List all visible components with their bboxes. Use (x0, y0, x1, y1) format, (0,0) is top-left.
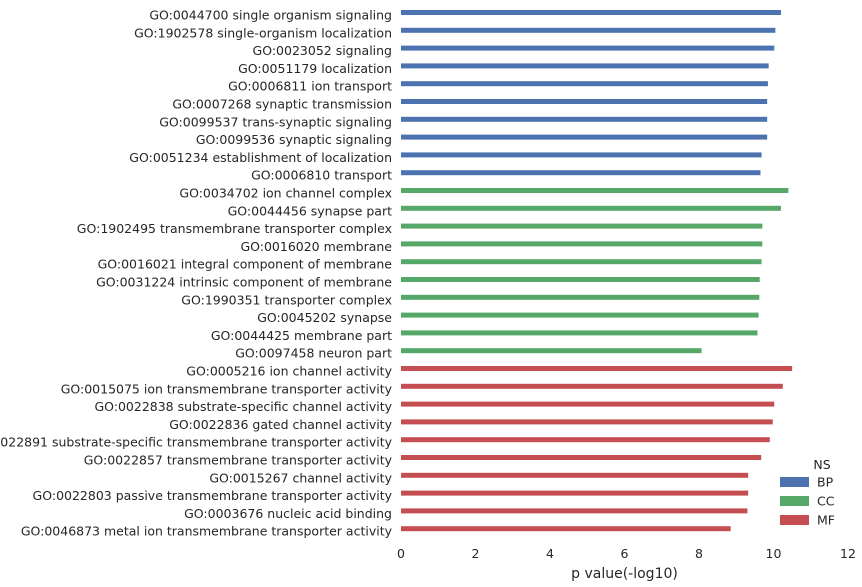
x-tick-label: 4 (546, 546, 554, 561)
legend-label-mf: MF (817, 513, 835, 528)
bar-mf-26 (401, 472, 749, 478)
x-tick-label: 10 (766, 546, 782, 561)
y-tick-label: GO:0097458 neuron part (235, 346, 392, 361)
bar-cc-14 (401, 259, 762, 265)
y-tick-label: GO:0051234 establishment of localization (129, 150, 392, 165)
y-tick-label: GO:0051179 localization (238, 61, 392, 76)
bar-mf-24 (401, 437, 770, 443)
y-tick-label: GO:0044456 synapse part (228, 203, 392, 218)
bar-bp-9 (401, 170, 761, 176)
bar-cc-11 (401, 205, 781, 211)
y-tick-label: GO:0031224 intrinsic component of membra… (96, 275, 392, 290)
bar-mf-28 (401, 508, 748, 514)
bar-cc-13 (401, 241, 763, 247)
bar-bp-7 (401, 134, 768, 140)
bar-mf-27 (401, 490, 749, 496)
x-tick-label: 2 (472, 546, 480, 561)
bar-cc-18 (401, 330, 758, 336)
x-tick-label: 8 (695, 546, 703, 561)
y-tick-labels: GO:0044700 single organism signaling GO:1… (0, 8, 393, 539)
y-tick-label: GO:0044425 membrane part (211, 328, 392, 343)
x-tick-label: 12 (840, 546, 856, 561)
y-tick-label: GO:0003676 nucleic acid binding (184, 506, 392, 521)
bar-mf-23 (401, 419, 773, 425)
bar-bp-8 (401, 152, 762, 158)
bar-mf-25 (401, 455, 762, 460)
x-axis-label: p value(-log10) (571, 566, 678, 582)
bar-cc-16 (401, 294, 760, 300)
y-tick-label: GO:0046873 metal ion transmembrane trans… (21, 524, 393, 539)
bar-cc-15 (401, 277, 760, 282)
y-tick-label: GO:0023052 signaling (253, 43, 392, 58)
legend-swatch-mf (780, 515, 809, 525)
y-tick-label: GO:0099536 synaptic signaling (196, 132, 392, 147)
y-tick-label: GO:0016020 membrane (240, 239, 392, 254)
y-tick-label: GO:0016021 integral component of membran… (98, 257, 393, 272)
y-tick-label: GO:0022803 passive transmembrane transpo… (33, 488, 393, 503)
y-tick-label: GO:0007268 synaptic transmission (172, 97, 392, 112)
x-tick-labels: 0 2 4 6 8 10 12 (397, 546, 856, 561)
bar-bp-4 (401, 81, 768, 87)
y-tick-label: GO:0005216 ion channel activity (186, 364, 392, 379)
bar-bp-1 (401, 27, 776, 33)
bar-bp-2 (401, 45, 775, 51)
legend-swatch-bp (780, 477, 809, 487)
y-tick-label: GO:0099537 trans-synaptic signaling (159, 114, 392, 129)
y-tick-label: GO:0006811 ion transport (228, 79, 392, 94)
y-tick-label: GO:0015267 channel activity (209, 470, 392, 485)
y-tick-label: GO:0034702 ion channel complex (179, 186, 392, 201)
y-tick-label: GO:0044700 single organism signaling (149, 8, 392, 23)
bar-cc-17 (401, 312, 759, 318)
y-tick-label: GO:0045202 synapse (257, 310, 392, 325)
y-tick-label: GO:1990351 transporter complex (181, 292, 392, 307)
y-tick-label: GO:0022836 gated channel activity (169, 417, 392, 432)
y-tick-label: GO:1902495 transmembrane transporter com… (77, 221, 392, 236)
bar-cc-12 (401, 223, 763, 229)
y-tick-label: GO:0006810 transport (251, 168, 392, 183)
y-tick-label: GO:0022838 substrate-specific channel ac… (94, 399, 392, 414)
bar-cc-10 (401, 188, 789, 193)
bar-bp-3 (401, 63, 769, 69)
bar-bp-6 (401, 116, 768, 122)
bar-bp-0 (401, 10, 781, 15)
bars-layer (401, 10, 793, 532)
legend-title: NS (813, 457, 830, 472)
y-tick-label: GO:0022857 transmembrane transporter act… (84, 453, 393, 468)
legend-swatch-cc (780, 496, 809, 506)
bar-cc-19 (401, 348, 702, 354)
y-tick-label: GO:0015075 ion transmembrane transporter… (61, 381, 393, 396)
y-tick-label: GO:1902578 single-organism localization (134, 25, 392, 40)
x-tick-label: 0 (397, 546, 405, 561)
legend-label-cc: CC (817, 494, 835, 509)
legend-label-bp: BP (817, 475, 834, 490)
bar-mf-20 (401, 366, 793, 371)
x-tick-label: 6 (621, 546, 629, 561)
bar-mf-21 (401, 383, 783, 389)
bar-mf-22 (401, 401, 775, 407)
bar-bp-5 (401, 99, 768, 104)
legend: NS BP CC MF (780, 457, 835, 528)
y-tick-label: GO:0022891 substrate-specific transmembr… (0, 435, 393, 450)
bar-mf-29 (401, 526, 731, 532)
